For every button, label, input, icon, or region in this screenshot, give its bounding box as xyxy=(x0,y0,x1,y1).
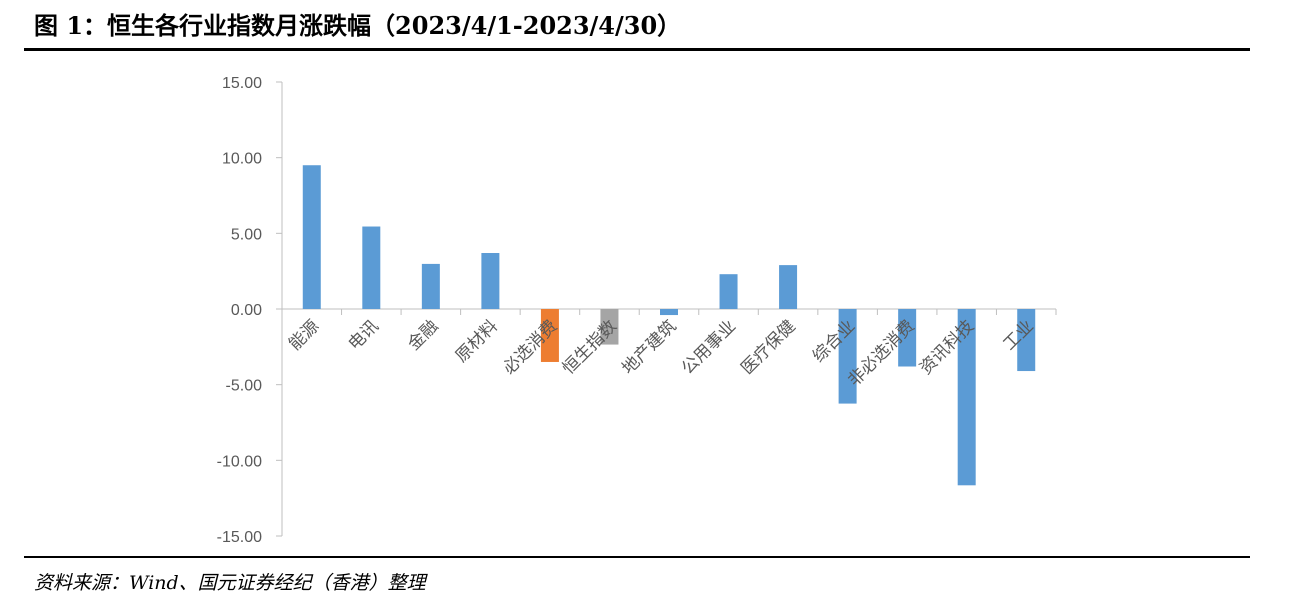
y-tick-label: -15.00 xyxy=(217,529,262,546)
category-label: 电讯 xyxy=(345,316,383,354)
y-tick-label: 0.00 xyxy=(231,302,262,319)
y-tick-label: 15.00 xyxy=(222,75,262,92)
bar xyxy=(779,265,798,309)
bottom-rule xyxy=(24,556,1250,558)
bar xyxy=(1017,309,1036,372)
bar xyxy=(600,309,619,345)
category-label: 金融 xyxy=(404,316,442,354)
category-label: 恒生指数 xyxy=(559,316,621,378)
chart-title: 图 1：恒生各行业指数月涨跌幅（2023/4/1-2023/4/30） xyxy=(34,11,682,40)
bar xyxy=(719,274,738,309)
y-axis-ticks: 15.00 10.00 5.00 0.00 -5.00 -10.00 -15.00 xyxy=(217,75,282,546)
bars xyxy=(281,165,1057,486)
y-tick-label: -10.00 xyxy=(217,453,262,470)
source-note: 资料来源：Wind、国元证券经纪（香港）整理 xyxy=(34,572,426,594)
bar xyxy=(660,309,678,316)
bar xyxy=(421,263,440,309)
bar xyxy=(362,226,381,309)
bar xyxy=(957,309,976,486)
category-label: 能源 xyxy=(285,316,323,354)
bar xyxy=(838,309,857,404)
y-tick-label: -5.00 xyxy=(226,378,263,395)
y-tick-label: 5.00 xyxy=(231,226,262,243)
category-label: 公用事业 xyxy=(678,316,740,378)
top-rule xyxy=(24,48,1250,51)
category-label: 原材料 xyxy=(452,316,502,366)
bar xyxy=(302,165,321,309)
bar xyxy=(481,253,500,309)
y-tick-label: 10.00 xyxy=(222,151,262,168)
category-label: 地产建筑 xyxy=(618,316,680,378)
bar xyxy=(898,309,917,367)
bar xyxy=(540,309,559,362)
category-label: 医疗保健 xyxy=(737,316,799,378)
